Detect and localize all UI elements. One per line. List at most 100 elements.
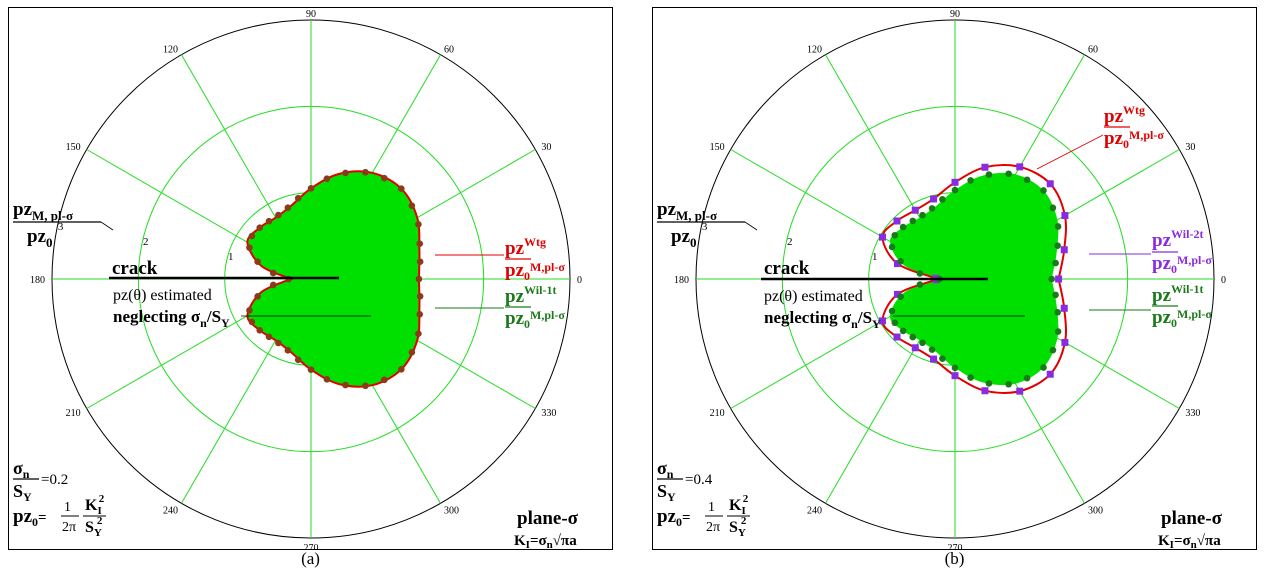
svg-text:pz0M,pl-σ: pz0M,pl-σ (1104, 128, 1164, 151)
angle-labels-b: 0 30 60 90 120 150 180 210 240 270 300 330 (674, 9, 1226, 549)
marker-wil2t (893, 260, 901, 268)
svg-text:KI2: KI2 (729, 493, 749, 517)
marker-wil2t (1016, 387, 1024, 395)
marker-wil1t (254, 293, 261, 300)
radial-tick-label: 3 (702, 221, 708, 233)
angle-tick-label: 120 (163, 45, 178, 56)
marker-wil1t (919, 339, 926, 347)
svg-text:pz0M,pl-σ: pz0M,pl-σ (505, 308, 565, 331)
svg-text:σn: σn (13, 458, 30, 481)
marker-wil2t (1016, 163, 1024, 171)
marker-wil2t (951, 372, 959, 380)
marker-wil1t (939, 196, 946, 203)
marker-wil2t (981, 387, 989, 395)
marker-wil1t (985, 171, 993, 178)
marker-wil1t (307, 366, 315, 373)
angle-tick-label: 300 (1088, 505, 1103, 516)
svg-text:pz0M,pl-σ: pz0M,pl-σ (505, 260, 565, 283)
plane-label: plane-σ (517, 508, 579, 529)
marker-wil1t (1023, 176, 1031, 184)
marker-wil1t (909, 333, 917, 341)
marker-wil1t (1054, 242, 1061, 249)
ki-formula: KI=σn√πa (514, 533, 577, 550)
marker-wil2t (1060, 304, 1068, 312)
marker-wil1t (342, 169, 349, 177)
marker-wil1t (380, 174, 388, 182)
angle-tick-label: 180 (30, 275, 45, 286)
marker-wil2t (951, 178, 959, 186)
svg-text:SY2: SY2 (85, 515, 103, 539)
marker-wil1t (899, 223, 907, 231)
legend-wtg-b: pzWtg pz0M,pl-σ (1036, 103, 1164, 170)
angle-tick-label: 240 (163, 505, 178, 516)
angle-tick-label: 240 (807, 505, 822, 516)
marker-wil2t (1046, 370, 1054, 378)
angle-tick-label: 210 (66, 408, 81, 419)
marker-wil1t (415, 220, 422, 228)
note-line2: neglecting σn/SY (764, 308, 881, 331)
radial-label-num: pzM, pl-σ (13, 199, 73, 223)
polar-plot-a: 0 30 60 90 120 150 180 210 240 270 300 330 1 2 3 crac… (13, 9, 582, 550)
angle-tick-label: 90 (950, 9, 960, 20)
angle-tick-label: 0 (577, 275, 582, 286)
marker-wil2t (1061, 338, 1069, 346)
series-layer-b (878, 163, 1069, 395)
marker-wil1t (899, 327, 907, 335)
legend-wil1t-a: pzWil-1t pz0M,pl-σ (435, 283, 565, 331)
svg-text:σn: σn (657, 458, 674, 481)
marker-wil1t (265, 333, 273, 341)
crack-label: crack (112, 258, 158, 279)
marker-wil1t (888, 243, 896, 251)
marker-wil1t (416, 292, 424, 300)
marker-wil1t (398, 366, 405, 373)
marker-wil1t (916, 281, 924, 288)
marker-wil1t (1005, 380, 1012, 388)
marker-wil1t (1023, 374, 1031, 382)
marker-wil2t (930, 195, 938, 203)
radial-labels-a: 1 2 3 (58, 221, 234, 263)
marker-wil1t (342, 381, 349, 389)
marker-wil1t (897, 293, 904, 300)
polar-chart-b: 0 30 60 90 120 150 180 210 240 270 300 330 1 2 3 crac… (652, 7, 1257, 550)
marker-wil1t (416, 258, 424, 266)
marker-wil1t (416, 240, 424, 247)
marker-wil1t (415, 330, 422, 338)
marker-wil1t (275, 339, 282, 347)
svg-text:pz0=: pz0= (13, 506, 47, 529)
angle-tick-label: 150 (66, 142, 81, 153)
marker-wil2t (878, 233, 886, 241)
marker-wil1t (284, 204, 292, 212)
marker-wil1t (967, 374, 974, 381)
marker-wil2t (981, 163, 989, 171)
stress-ratio-b: σn SY =0.4 (657, 458, 713, 504)
marker-wil1t (294, 356, 302, 364)
note-line2: neglecting σn/SY (113, 307, 230, 330)
marker-wil1t (919, 211, 926, 219)
legend-wil1t-b: pzWil-1t pz0M,pl-σ (1089, 282, 1212, 330)
marker-wil1t (1040, 187, 1047, 194)
marker-wil1t (916, 270, 924, 277)
marker-wil1t (1049, 204, 1057, 212)
marker-wil1t (275, 211, 282, 219)
svg-text:pzWil-1t: pzWil-1t (1152, 282, 1203, 306)
radial-tick-label: 2 (787, 236, 793, 248)
radial-label-leader (100, 221, 114, 231)
angle-tick-label: 210 (710, 408, 725, 419)
marker-wil1t (939, 355, 946, 362)
svg-text:KI2: KI2 (85, 493, 105, 517)
marker-wil1t (1054, 223, 1062, 230)
marker-wil1t (909, 217, 917, 225)
caption-a: (a) (301, 549, 320, 568)
marker-wil1t (269, 269, 277, 277)
svg-text:SY: SY (13, 481, 32, 504)
marker-wil1t (928, 205, 936, 212)
marker-wil1t (1040, 364, 1047, 371)
pz0-formula-a: pz0= 1 2π KI2 SY2 (13, 493, 106, 539)
angle-tick-label: 30 (541, 142, 551, 153)
svg-text:pzWtg: pzWtg (1104, 103, 1145, 127)
marker-wil1t (269, 281, 277, 289)
svg-text:2π: 2π (62, 520, 76, 535)
legend-wtg-a: pzWtg pz0M,pl-σ (435, 235, 565, 283)
marker-wil2t (911, 206, 919, 214)
radial-label-den: pz0 (27, 226, 53, 250)
